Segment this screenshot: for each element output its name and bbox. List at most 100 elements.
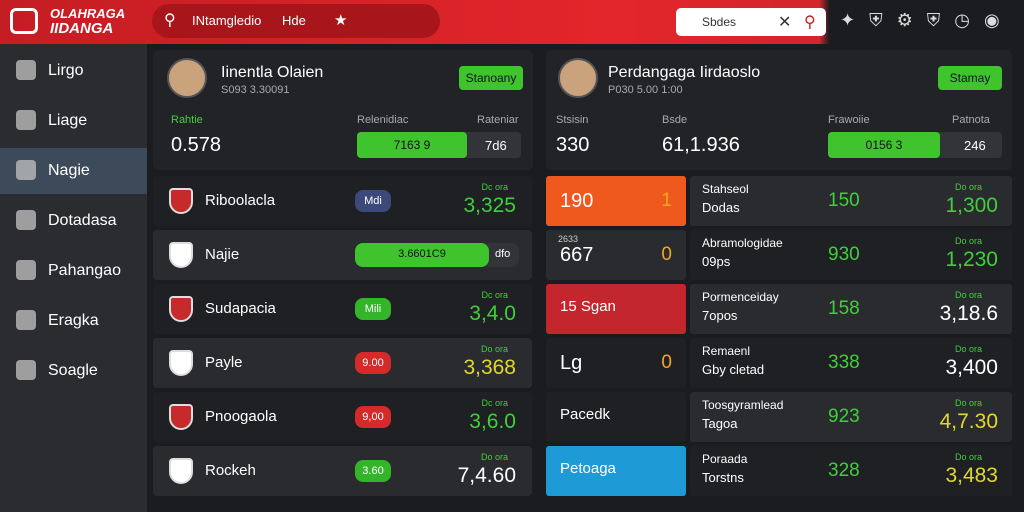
match-subtitle: 7opos <box>702 308 738 323</box>
sidebar-item[interactable]: Pahangao <box>0 248 147 294</box>
logo-line: OLAHRAGA <box>50 6 126 21</box>
value: 1,300 <box>945 194 998 217</box>
stat-bar: 0156 3 <box>828 132 940 158</box>
match-info[interactable]: Toosgyramlead Tagoa 923 Do ora 4,7.30 <box>690 392 1012 442</box>
clear-icon[interactable]: ✕ <box>778 14 792 31</box>
stat-label: Rateniar <box>477 114 519 126</box>
match-subtitle: Torstns <box>702 470 744 485</box>
score: 150 <box>828 190 860 211</box>
stat-value: 7d6 <box>485 138 507 153</box>
match-info[interactable]: Remaenl Gby cletad 338 Do ora 3,400 <box>690 338 1012 388</box>
team-name: Pnoogaola <box>205 408 277 425</box>
icon[interactable]: ◷ <box>954 10 970 30</box>
sidebar-item[interactable]: Soagle <box>0 348 147 394</box>
sidebar-item[interactable]: Dotadasa <box>0 198 147 244</box>
list-row[interactable]: Sudapacia Mili Dc ora 3,4.0 <box>153 284 532 334</box>
sidebar-item[interactable]: Eragka <box>0 298 147 344</box>
header: OLAHRAGA IIDANGA ⚲ INtamgledio Hde ★ Sbd… <box>0 0 1024 44</box>
icon[interactable]: ✦ <box>840 10 856 30</box>
tile-text: Lg <box>560 352 583 374</box>
tile[interactable]: 2633 667 0 <box>546 230 686 280</box>
profile-name: Perdangaga Iirdaoslo <box>608 64 761 81</box>
value-label: Do ora <box>954 236 982 246</box>
value: 3,400 <box>945 356 998 379</box>
icon[interactable]: ⛨ <box>869 10 883 30</box>
sidebar-icon <box>16 310 36 330</box>
value-label: Do ora <box>480 452 508 462</box>
value: 1,230 <box>945 248 998 271</box>
sidebar-item[interactable]: Nagie <box>0 148 147 194</box>
tile[interactable]: Pacedk <box>546 392 686 442</box>
progress-end: dfo <box>495 248 511 260</box>
sidebar-label: Pahangao <box>48 262 121 279</box>
list-row[interactable]: Najie 3.6601C9 dfo <box>153 230 532 280</box>
value: 4,7.30 <box>939 410 998 433</box>
stat-label: Relenidiac <box>357 114 409 126</box>
sidebar-label: Eragka <box>48 312 99 329</box>
stat-value: 0.578 <box>171 134 222 156</box>
value: 3,6.0 <box>469 410 516 433</box>
score: 930 <box>828 244 860 265</box>
list-row[interactable]: Pnoogaola 9,00 Dc ora 3,6.0 <box>153 392 532 442</box>
match-info[interactable]: Pormenceiday 7opos 158 Do ora 3,18.6 <box>690 284 1012 334</box>
stat-bar: 7163 9 <box>357 132 467 158</box>
stat-value: 246 <box>964 138 986 153</box>
header-icons: ✦ ⛨ ⚙ ⛨ ◷ ◉ <box>840 10 1020 34</box>
sidebar-item[interactable]: Lirgo <box>0 48 147 94</box>
icon[interactable]: ◉ <box>983 10 1000 30</box>
list-row[interactable]: Payle 9.00 Do ora 3,368 <box>153 338 532 388</box>
button[interactable]: Stamay <box>938 66 1002 90</box>
score: 158 <box>828 298 860 319</box>
tile[interactable]: 190 1 <box>546 176 686 226</box>
pill: 3.60 <box>355 460 391 482</box>
value-label: Dc ora <box>481 182 508 192</box>
button[interactable]: Stanoany <box>459 66 523 90</box>
tile[interactable]: Lg 0 <box>546 338 686 388</box>
star-icon: ★ <box>334 12 348 29</box>
tile-text: Petoaga <box>560 460 616 477</box>
value: 3,325 <box>463 194 516 217</box>
score: 338 <box>828 352 860 373</box>
match-info[interactable]: Poraada Torstns 328 Do ora 3,483 <box>690 446 1012 496</box>
icon[interactable]: ⚙ <box>896 10 913 30</box>
list-row[interactable]: Rockeh 3.60 Do ora 7,4.60 <box>153 446 532 496</box>
pill: Mdi <box>355 190 391 212</box>
team-crest <box>169 296 193 322</box>
search-icon[interactable]: ⚲ <box>804 14 816 31</box>
stat-label: Stsisin <box>556 114 589 126</box>
tile[interactable]: Petoaga <box>546 446 686 496</box>
search-box[interactable]: Sbdes ✕ ⚲ <box>676 8 826 36</box>
team-crest <box>169 404 193 430</box>
progress-bar: 3.6601C9 <box>355 243 489 267</box>
tile-right: 1 <box>661 190 672 211</box>
stat-value: 61,1.936 <box>662 134 740 156</box>
pill: 9,00 <box>355 406 391 428</box>
search-tag: Hde <box>282 13 306 28</box>
tile-text: 667 <box>560 244 594 266</box>
team-name: Rockeh <box>205 462 256 479</box>
sidebar-label: Soagle <box>48 362 98 379</box>
stat-label: Patnota <box>952 114 990 126</box>
match-info[interactable]: Stahseol Dodas 150 Do ora 1,300 <box>690 176 1012 226</box>
search-bar[interactable]: ⚲ INtamgledio Hde ★ <box>152 4 440 38</box>
search-box-text: Sbdes <box>702 15 737 29</box>
stat-bar-track: 0156 3 246 <box>828 132 1002 158</box>
stat-bar-track: 7163 9 7d6 <box>357 132 521 158</box>
tile[interactable]: 15 Sgan <box>546 284 686 334</box>
match-title: Toosgyramlead <box>702 398 784 412</box>
list-row[interactable]: Riboolacla Mdi Dc ora 3,325 <box>153 176 532 226</box>
icon[interactable]: ⛨ <box>926 10 941 30</box>
sidebar-icon <box>16 360 36 380</box>
sidebar-icon <box>16 60 36 80</box>
match-info[interactable]: Abramologidae 09ps 930 Do ora 1,230 <box>690 230 1012 280</box>
team-name: Sudapacia <box>205 300 276 317</box>
sidebar-item[interactable]: Liage <box>0 98 147 144</box>
sidebar-label: Nagie <box>48 162 90 179</box>
search-text: INtamgledio <box>192 13 262 28</box>
value-label: Do ora <box>954 290 982 300</box>
value-label: Do ora <box>480 344 508 354</box>
value: 3,4.0 <box>469 302 516 325</box>
match-subtitle: Dodas <box>702 200 740 215</box>
sidebar-icon <box>16 210 36 230</box>
sidebar-icon <box>16 110 36 130</box>
